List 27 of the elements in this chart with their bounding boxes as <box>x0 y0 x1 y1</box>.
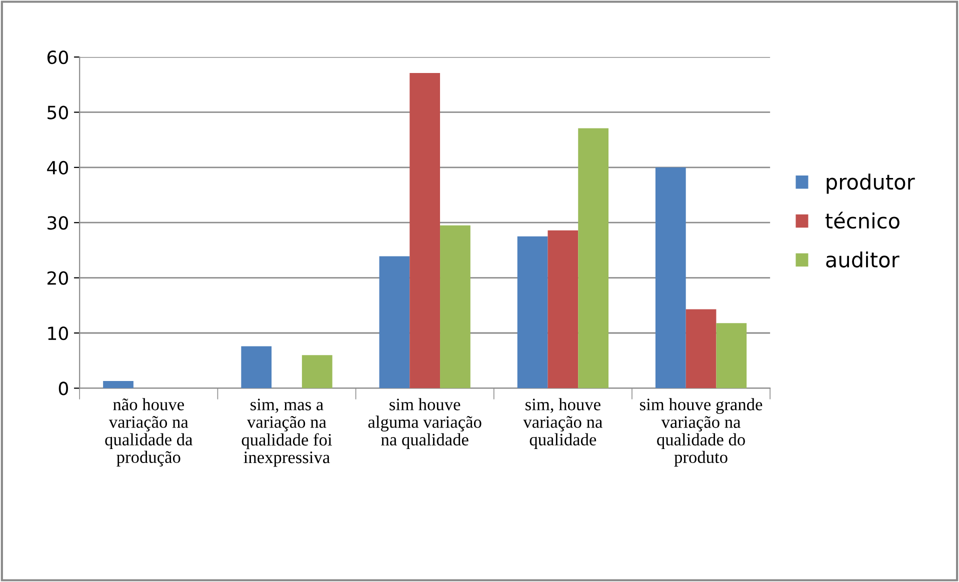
bar <box>440 225 470 388</box>
x-tick-label: sim houve grande variação na qualidade do produto <box>640 398 762 467</box>
legend-label: técnico <box>825 212 900 229</box>
bar <box>241 346 272 388</box>
bar <box>103 381 134 388</box>
bar <box>655 167 686 388</box>
bar <box>548 230 578 388</box>
x-tick-label: sim, mas a variação na qualidade foi inexpressiva <box>242 398 332 467</box>
bar <box>379 256 410 388</box>
bar <box>716 323 747 388</box>
bar <box>410 73 440 388</box>
x-tick-label: sim, houve variação na qualidade <box>523 398 602 449</box>
y-tick-label: 20 <box>48 271 68 285</box>
y-tick-label: 50 <box>48 106 68 120</box>
y-tick-label: 10 <box>48 326 68 340</box>
y-tick-label: 40 <box>47 160 68 175</box>
y-tick-label: 0 <box>58 382 68 396</box>
y-tick-label: 30 <box>48 216 68 230</box>
bar <box>686 309 716 388</box>
bar <box>578 128 609 388</box>
bar <box>302 355 332 388</box>
x-tick-label: sim houve alguma variação na qualidade <box>368 398 482 450</box>
legend-label: produtor <box>826 174 915 194</box>
x-tick-label: não houve variação na qualidade da produção <box>105 398 193 467</box>
y-tick-label: 60 <box>47 50 68 64</box>
bar <box>517 236 548 388</box>
legend-label: auditor <box>826 251 900 268</box>
